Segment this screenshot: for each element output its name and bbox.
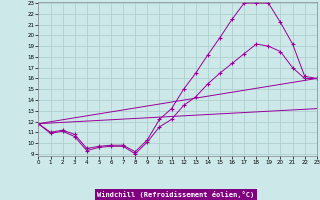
Text: Windchill (Refroidissement éolien,°C): Windchill (Refroidissement éolien,°C)	[97, 191, 255, 198]
